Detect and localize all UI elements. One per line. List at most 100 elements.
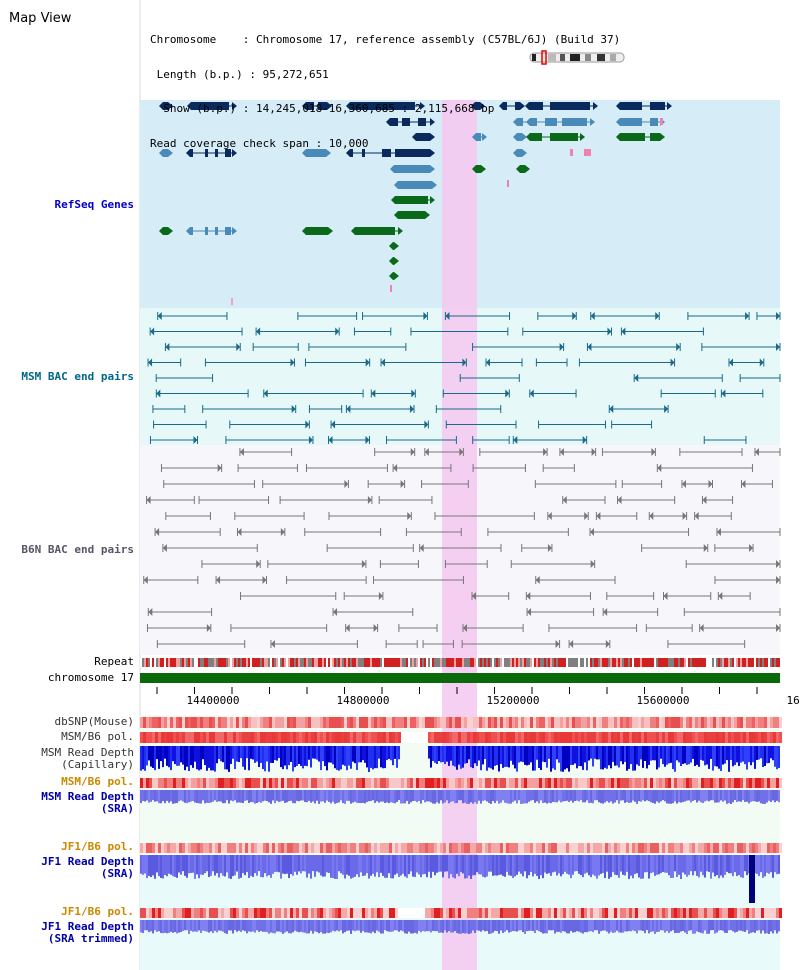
b6n-bac-end-pair bbox=[385, 640, 418, 648]
ideogram-band bbox=[585, 54, 591, 61]
gene bbox=[302, 149, 331, 157]
b6n-bac-end-pair bbox=[685, 560, 781, 568]
b6n-bac-end-pair bbox=[679, 448, 743, 456]
jf1-read-depth-sra-trimmed-bars bbox=[140, 920, 780, 934]
b6n-bac-end-pair bbox=[422, 640, 454, 648]
gene bbox=[159, 149, 173, 157]
msm-bac-end-pair bbox=[660, 389, 716, 398]
b6n-bac-end-pair bbox=[471, 592, 510, 600]
msm-bac-end-pair bbox=[538, 420, 606, 429]
track-label-repeat[interactable]: Repeat bbox=[94, 655, 134, 668]
msm-bac-end-pair bbox=[445, 420, 517, 429]
msm-bac-end-pair bbox=[472, 343, 565, 351]
msm-bac-end-pair bbox=[255, 327, 340, 336]
b6n-bac-end-pair bbox=[461, 640, 561, 648]
b6n-bac-end-pair bbox=[547, 512, 589, 520]
gene bbox=[513, 133, 527, 141]
b6n-bac-end-pair bbox=[663, 592, 712, 600]
b6n-bac-end-pair bbox=[239, 448, 293, 456]
track-label-msm-b6-pol-2[interactable]: MSM/B6 pol. bbox=[61, 775, 134, 788]
gene bbox=[616, 118, 665, 126]
ideogram-band bbox=[532, 54, 536, 61]
track-label-msm-read-depth-capillary[interactable]: MSM Read Depth (Capillary) bbox=[41, 746, 134, 771]
b6n-bac-end-pair bbox=[606, 592, 655, 600]
msm-b6-pol-heatmap-1 bbox=[140, 732, 782, 743]
msm-bac-end-pair bbox=[701, 343, 781, 351]
b6n-bac-end-pair bbox=[559, 448, 597, 456]
b6n-bac-end-pair bbox=[262, 480, 349, 488]
msm-bac-end-pair bbox=[442, 389, 510, 398]
b6n-bac-end-pair bbox=[160, 464, 223, 472]
msm-bac-end-pair bbox=[611, 420, 653, 429]
msm-bac-end-pair bbox=[147, 358, 182, 367]
track-label-jf1-read-depth-sra-trimmed[interactable]: JF1 Read Depth (SRA trimmed) bbox=[41, 920, 134, 945]
b6n-bac-end-pair bbox=[198, 496, 270, 504]
track-label-refseq[interactable]: RefSeq Genes bbox=[54, 198, 134, 211]
info-length: Length (b.p.) : 95,272,651 bbox=[150, 67, 329, 81]
b6n-bac-end-pair bbox=[645, 624, 693, 632]
track-label-msm-read-depth-sra[interactable]: MSM Read Depth (SRA) bbox=[41, 790, 134, 815]
track-label-jf1-b6-pol-2[interactable]: JF1/B6 pol. bbox=[61, 905, 134, 918]
b6n-bac-end-pair bbox=[405, 528, 462, 536]
b6n-bac-end-pair bbox=[602, 608, 659, 616]
b6n-bac-end-pair bbox=[328, 512, 412, 520]
b6n-bac-end-pair bbox=[589, 528, 690, 536]
track-label-dbsnp[interactable]: dbSNP(Mouse) bbox=[54, 715, 134, 728]
msm-bac-end-pair bbox=[633, 374, 723, 382]
msm-bac-end-pair bbox=[522, 327, 612, 336]
track-label-msm-bac[interactable]: MSM BAC end pairs bbox=[21, 370, 134, 383]
jf1-b6-pol-heatmap-1 bbox=[140, 843, 782, 853]
track-label-chromosome: chromosome 17 bbox=[47, 671, 134, 684]
b6n-bac-end-pair bbox=[542, 464, 575, 472]
gene bbox=[186, 227, 237, 235]
info-chromosome: Chromosome : Chromosome 17, reference as… bbox=[150, 33, 621, 46]
track-label-b6n-bac[interactable]: B6N BAC end pairs bbox=[21, 543, 134, 556]
ideogram-band bbox=[597, 54, 605, 61]
b6n-bac-end-pair bbox=[699, 624, 781, 632]
b6n-bac-end-pair bbox=[595, 512, 638, 520]
b6n-bac-end-pair bbox=[147, 608, 213, 616]
gene-fragment bbox=[231, 298, 233, 305]
gene bbox=[389, 242, 399, 250]
b6n-bac-end-pair bbox=[424, 448, 464, 456]
page-title: Map View bbox=[9, 11, 72, 26]
chromosome-bar bbox=[140, 673, 780, 683]
b6n-bac-end-pair bbox=[667, 640, 746, 648]
b6n-bac-end-pair bbox=[240, 592, 337, 600]
msm-bac-end-pair bbox=[537, 312, 577, 320]
b6n-bac-end-pair bbox=[163, 480, 255, 488]
track-label-jf1-read-depth-sra[interactable]: JF1 Read Depth (SRA) bbox=[41, 855, 134, 880]
b6n-bac-end-pair bbox=[162, 544, 258, 552]
b6n-bac-end-pair bbox=[201, 560, 261, 568]
b6n-bac-end-pair bbox=[434, 512, 535, 520]
b6n-bac-end-pair bbox=[332, 608, 414, 616]
msm-bac-end-pair bbox=[386, 436, 457, 444]
b6n-bac-end-pair bbox=[510, 560, 596, 568]
gene-fragment bbox=[390, 285, 392, 292]
b6n-bac-end-pair bbox=[421, 480, 469, 488]
b6n-bac-end-pair bbox=[535, 576, 616, 584]
gene bbox=[302, 102, 332, 110]
gene bbox=[471, 102, 485, 110]
msm-bac-end-pair bbox=[155, 374, 214, 382]
gene bbox=[302, 227, 333, 235]
jf1-b6-pol-heatmap-2 bbox=[140, 908, 782, 918]
ideogram-band bbox=[548, 54, 556, 61]
gene bbox=[472, 133, 487, 141]
msm-bac-end-pair bbox=[353, 327, 392, 336]
gene bbox=[159, 102, 173, 110]
b6n-bac-end-pair bbox=[617, 496, 676, 504]
msm-bac-end-pair bbox=[328, 436, 370, 444]
b6n-bac-end-pair bbox=[270, 640, 358, 648]
msm-bac-end-pair bbox=[229, 420, 310, 429]
b6n-bac-end-pair bbox=[479, 448, 548, 456]
gene-fragment bbox=[507, 180, 509, 187]
track-label-msm-b6-pol-1[interactable]: MSM/B6 pol. bbox=[61, 730, 134, 743]
b6n-bac-end-pair bbox=[716, 528, 781, 536]
msm-bac-end-pair bbox=[380, 358, 467, 367]
info-show: Show (b.p.) : 14,245,018-16,360,685 : 2,… bbox=[150, 102, 495, 115]
track-label-jf1-b6-pol-1[interactable]: JF1/B6 pol. bbox=[61, 840, 134, 853]
msm-bac-end-pair bbox=[620, 327, 704, 336]
